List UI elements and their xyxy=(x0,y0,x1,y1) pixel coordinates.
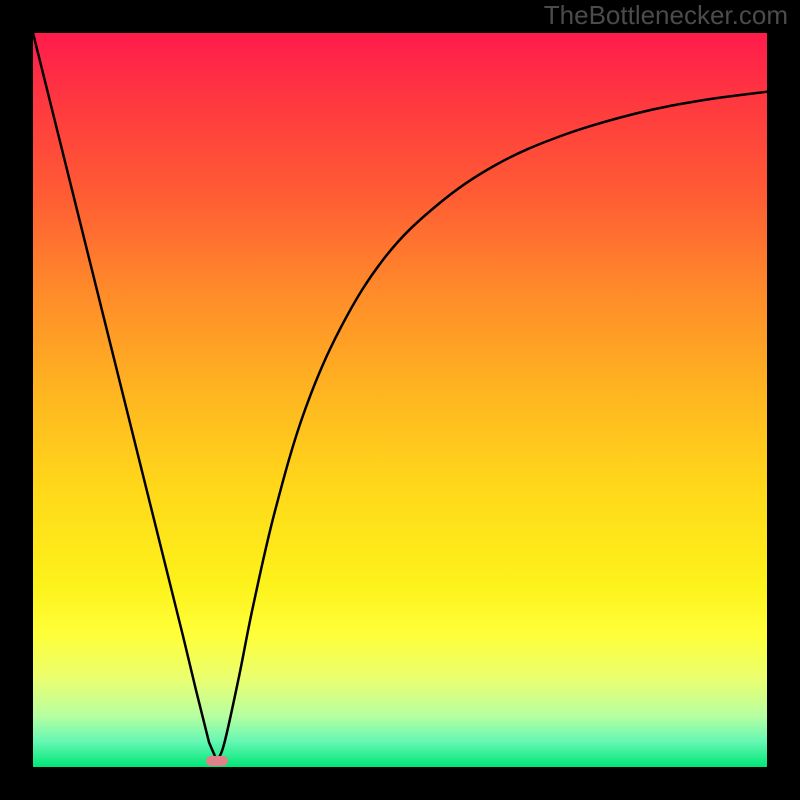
watermark-label: TheBottlenecker.com xyxy=(544,0,788,31)
plot-area xyxy=(33,33,767,767)
curve-left-branch xyxy=(33,33,217,760)
chart-root: TheBottlenecker.com xyxy=(0,0,800,800)
optimum-marker xyxy=(205,756,227,766)
curve-right-branch xyxy=(217,92,768,760)
bottleneck-curve xyxy=(33,33,767,767)
